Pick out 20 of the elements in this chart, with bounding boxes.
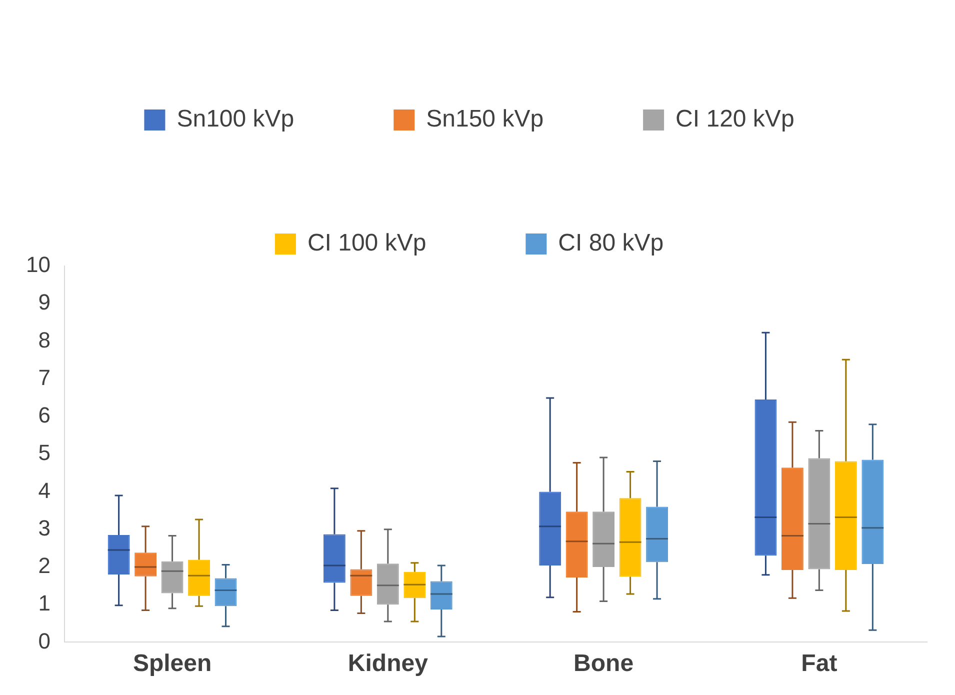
y-tick-label: 7 xyxy=(38,364,50,390)
y-tick-label: 0 xyxy=(38,628,50,654)
x-tick-label: Bone xyxy=(574,650,634,678)
y-tick-label: 9 xyxy=(38,290,50,315)
y-tick-label: 10 xyxy=(26,252,50,278)
legend-label: CI 80 kVp xyxy=(558,230,664,257)
x-tick-label: Fat xyxy=(801,650,838,678)
legend-label: Sn100 kVp xyxy=(176,106,294,133)
y-tick-label: 8 xyxy=(38,327,50,352)
legend-label: CI 100 kVp xyxy=(307,230,426,257)
x-tick-label: Spleen xyxy=(132,650,212,678)
y-tick-label: 3 xyxy=(38,515,50,540)
y-tick-label: 2 xyxy=(38,553,50,578)
y-tick-label: 4 xyxy=(38,478,50,503)
y-tick-label: 6 xyxy=(38,402,50,428)
y-tick-label: 5 xyxy=(38,440,50,466)
y-tick-label: 1 xyxy=(38,590,50,616)
legend-label: Sn150 kVp xyxy=(426,106,544,133)
x-tick-label: Kidney xyxy=(348,650,429,678)
legend-label: CI 120 kVp xyxy=(676,106,794,133)
